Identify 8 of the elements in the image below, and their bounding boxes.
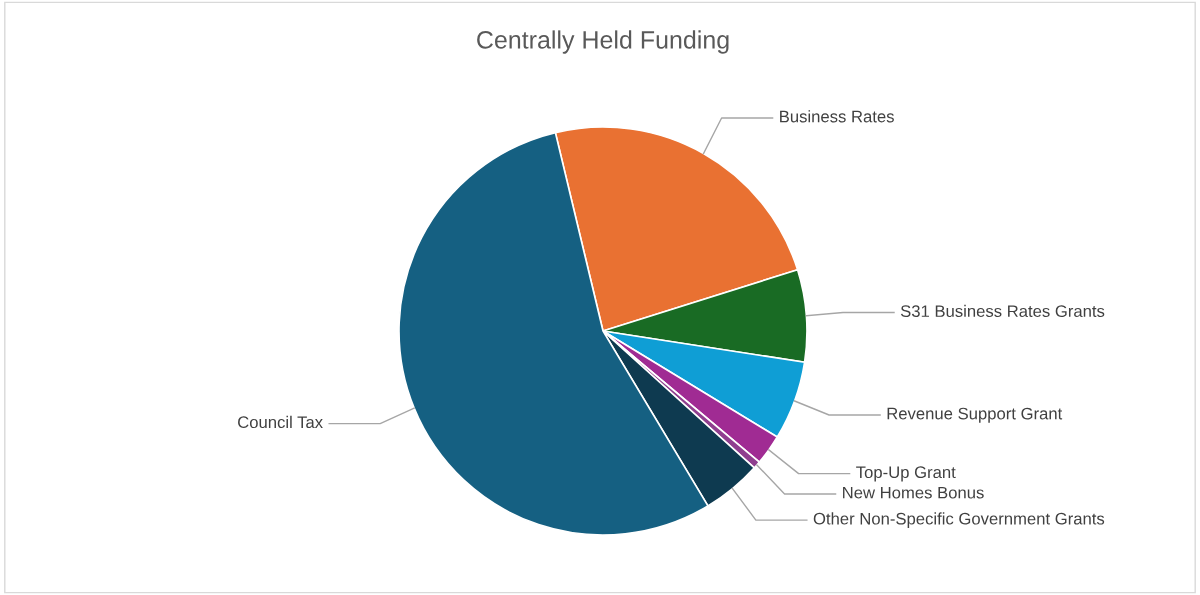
slice-label: Business Rates	[780, 110, 894, 123]
slice-label: Council Tax	[238, 415, 323, 429]
slice-label: Other Non-Specific Government Grants	[813, 512, 1105, 528]
slice-label: Revenue Support Grant	[887, 407, 1063, 423]
slice-label: S31 Business Rates Grants	[900, 304, 1105, 318]
slice-label: Top-Up Grant	[856, 466, 956, 482]
chart-title: Centrally Held Funding	[477, 30, 729, 54]
slice-label: New Homes Bonus	[843, 486, 984, 499]
